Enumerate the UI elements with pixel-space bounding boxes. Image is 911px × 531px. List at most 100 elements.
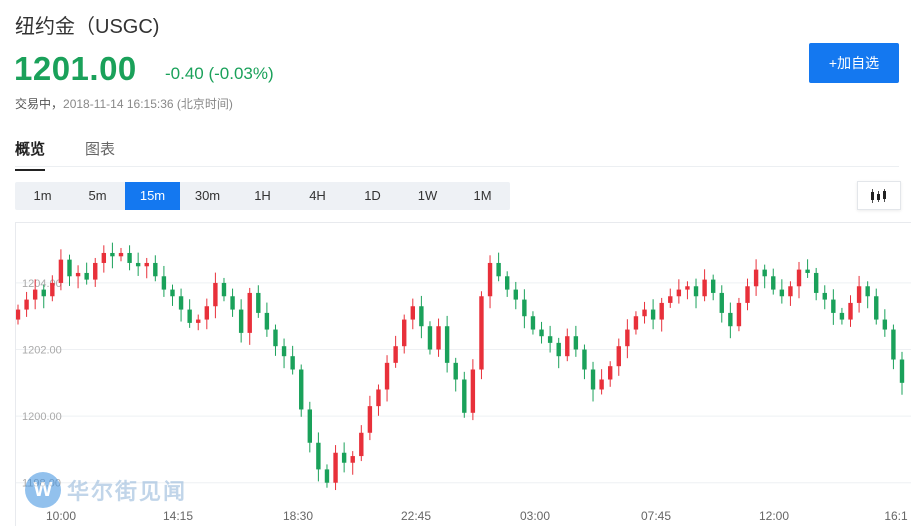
- candle-body: [685, 286, 690, 290]
- candle-body: [590, 369, 596, 390]
- candle-body: [668, 296, 673, 303]
- candle-body: [745, 286, 750, 303]
- status-label: 交易中，: [15, 97, 64, 111]
- candle-body: [161, 276, 167, 290]
- candle-body: [831, 299, 836, 313]
- candle-body: [341, 452, 347, 463]
- candlestick-icon: [871, 188, 886, 203]
- tab-chart[interactable]: 图表: [85, 141, 116, 158]
- candle-body: [110, 252, 115, 257]
- candle-body: [427, 326, 433, 350]
- candle-body: [702, 279, 707, 297]
- candle-body: [281, 346, 287, 357]
- candle-body: [728, 312, 733, 327]
- period-4h[interactable]: 4H: [309, 188, 326, 203]
- watermark-text: 华尔街见闻: [67, 479, 188, 504]
- candle-body: [50, 282, 55, 297]
- candle-body: [264, 312, 270, 330]
- x-tick-label: 12:00: [759, 509, 789, 523]
- candle-body: [788, 286, 793, 297]
- period-1mo[interactable]: 1M: [473, 188, 492, 203]
- candle-body: [75, 272, 81, 277]
- candle-body: [771, 276, 776, 290]
- candle-body: [762, 269, 767, 277]
- period-5m[interactable]: 5m: [88, 188, 107, 203]
- candle-body: [118, 252, 124, 257]
- candle-body: [736, 302, 742, 327]
- candle-body: [419, 306, 424, 327]
- candle-body: [127, 252, 132, 263]
- period-1d[interactable]: 1D: [364, 188, 381, 203]
- period-1w[interactable]: 1W: [417, 188, 438, 203]
- watermark-logo-icon: W: [25, 472, 61, 508]
- x-tick-label: 18:30: [283, 509, 313, 523]
- candle-body: [779, 289, 785, 297]
- candle-body: [839, 312, 845, 320]
- candle-body: [299, 369, 304, 410]
- candle-body: [290, 356, 295, 370]
- period-1m[interactable]: 1m: [33, 188, 52, 203]
- candle-body: [848, 302, 853, 320]
- candle-body: [556, 342, 561, 357]
- chart-type-button[interactable]: [857, 181, 901, 210]
- candle-body: [462, 379, 467, 413]
- candle-body: [402, 319, 407, 347]
- candle-body: [376, 389, 381, 407]
- watermark: W 华尔街见闻: [25, 472, 187, 508]
- add-to-watchlist-button[interactable]: +加自选: [809, 43, 899, 83]
- y-tick-label: 1202.00: [22, 345, 62, 357]
- candle-body: [539, 329, 544, 337]
- candle-body: [273, 329, 278, 347]
- candle-body: [805, 269, 810, 273]
- candle-body: [67, 259, 72, 277]
- instrument-title: 纽约金（USGC): [15, 16, 160, 38]
- candle-body: [170, 289, 175, 297]
- x-tick-label: 16:1: [884, 509, 908, 523]
- candle-body: [891, 329, 896, 360]
- price-change: -0.40 (-0.03%): [165, 64, 274, 83]
- chart-area[interactable]: 1204.001202.001200.001198.0010:0014:1518…: [15, 222, 911, 526]
- candle-body: [642, 309, 647, 317]
- x-tick-label: 10:00: [46, 509, 76, 523]
- candle-body: [316, 442, 321, 470]
- candle-body: [650, 309, 656, 320]
- candle-body: [513, 289, 518, 300]
- candle-body: [135, 262, 141, 267]
- candle-body: [93, 262, 98, 280]
- candle-body: [625, 329, 630, 347]
- candle-body: [204, 306, 210, 320]
- candle-body: [213, 282, 218, 307]
- candle-body: [676, 289, 682, 297]
- candle-body: [753, 269, 759, 287]
- candle-body: [196, 319, 201, 323]
- candle-body: [58, 259, 64, 283]
- candle-body: [899, 359, 905, 383]
- candle-body: [796, 269, 802, 287]
- candle-body: [32, 289, 38, 300]
- candle-body: [530, 316, 536, 330]
- candle-body: [410, 306, 415, 320]
- candle-body: [573, 336, 579, 350]
- period-selector: 1m 5m 15m 30m 1H 4H 1D 1W 1M: [15, 182, 510, 210]
- candle-body: [582, 349, 587, 370]
- candle-body: [882, 319, 888, 330]
- tab-bar: 概览 图表: [15, 138, 115, 171]
- candle-body: [822, 292, 827, 300]
- x-tick-label: 07:45: [641, 509, 671, 523]
- candle-body: [813, 272, 819, 293]
- candle-body: [865, 286, 870, 297]
- period-1h[interactable]: 1H: [254, 188, 271, 203]
- tab-divider: [15, 166, 899, 167]
- candle-body: [659, 302, 664, 320]
- x-tick-label: 22:45: [401, 509, 431, 523]
- candle-body: [350, 456, 355, 463]
- period-15m[interactable]: 15m: [125, 182, 180, 210]
- candle-body: [633, 316, 639, 330]
- candle-body: [453, 362, 458, 380]
- candle-body: [41, 289, 46, 297]
- candle-body: [153, 262, 158, 277]
- tab-overview[interactable]: 概览: [15, 138, 46, 171]
- period-30m[interactable]: 30m: [194, 188, 221, 203]
- candlestick-chart[interactable]: 1204.001202.001200.001198.0010:0014:1518…: [15, 223, 911, 526]
- candle-body: [230, 296, 235, 310]
